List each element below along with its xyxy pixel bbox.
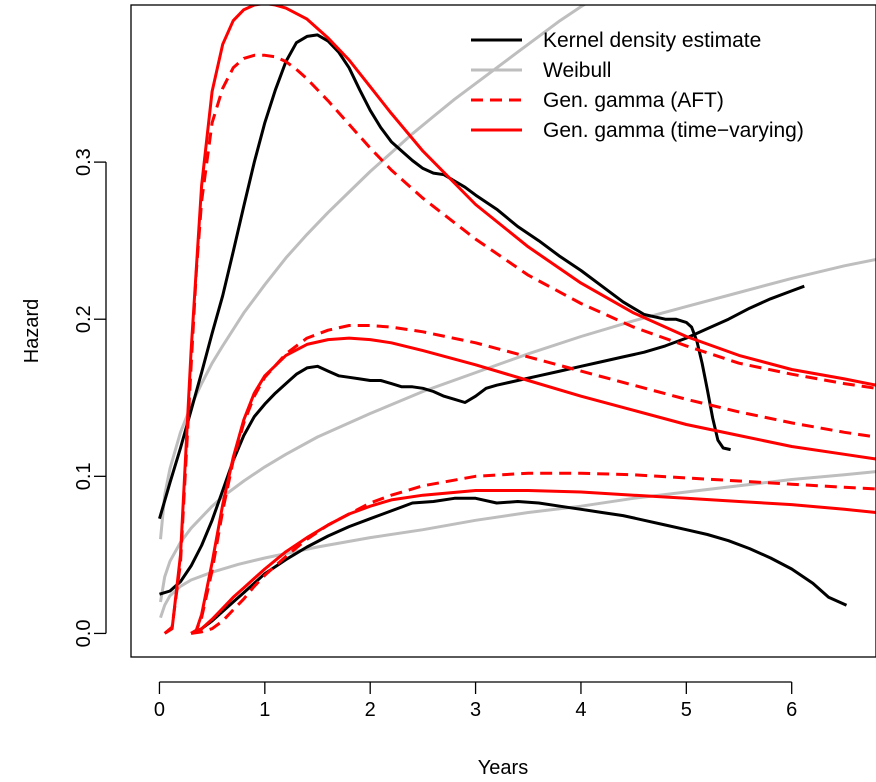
series-line-kernel-density-estimate-2 (190, 496, 848, 635)
series-line-kernel-density-estimate-0 (158, 33, 731, 520)
x-tick-label: 3 (470, 699, 481, 721)
series-line-gen-gamma-aft-8 (190, 471, 876, 635)
series-line-gen-gamma-time-varying-10 (190, 336, 876, 635)
y-tick-label: 0.1 (73, 462, 95, 490)
series-line-weibull-5 (159, 470, 876, 619)
legend-label-gen-gamma-time-varying: Gen. gamma (time−varying) (543, 119, 804, 142)
legend-label-kernel-density-estimate: Kernel density estimate (543, 29, 761, 52)
series-line-gen-gamma-time-varying-11 (190, 489, 876, 635)
series-line-kernel-density-estimate-1 (159, 284, 805, 596)
y-axis: 0.0 0.1 0.2 0.3 (73, 148, 107, 648)
x-tick-label: 0 (154, 699, 165, 721)
x-tick-label: 2 (365, 699, 376, 721)
series-line-gen-gamma-aft-7 (190, 324, 876, 635)
series-line-gen-gamma-aft-6 (163, 53, 876, 635)
legend-label-weibull: Weibull (543, 59, 611, 82)
x-tick-label: 6 (786, 699, 797, 721)
series-line-weibull-4 (159, 258, 876, 603)
x-tick-label: 5 (681, 699, 692, 721)
series-layer (158, 5, 876, 635)
legend: Kernel density estimate Weibull Gen. gamma… (471, 29, 804, 142)
y-tick-label: 0.2 (73, 305, 95, 333)
series-line-gen-gamma-time-varying-9 (163, 5, 876, 635)
x-tick-label: 1 (259, 699, 270, 721)
y-tick-label: 0.3 (73, 148, 95, 176)
x-tick-label: 4 (575, 699, 586, 721)
legend-label-gen-gamma-aft: Gen. gamma (AFT) (543, 89, 724, 112)
x-axis: 0 1 2 3 4 5 6 (154, 681, 797, 721)
x-axis-title: Years (478, 757, 528, 779)
y-tick-label: 0.0 (73, 620, 95, 648)
plot-frame (130, 4, 876, 658)
y-axis-title: Hazard (21, 299, 43, 363)
